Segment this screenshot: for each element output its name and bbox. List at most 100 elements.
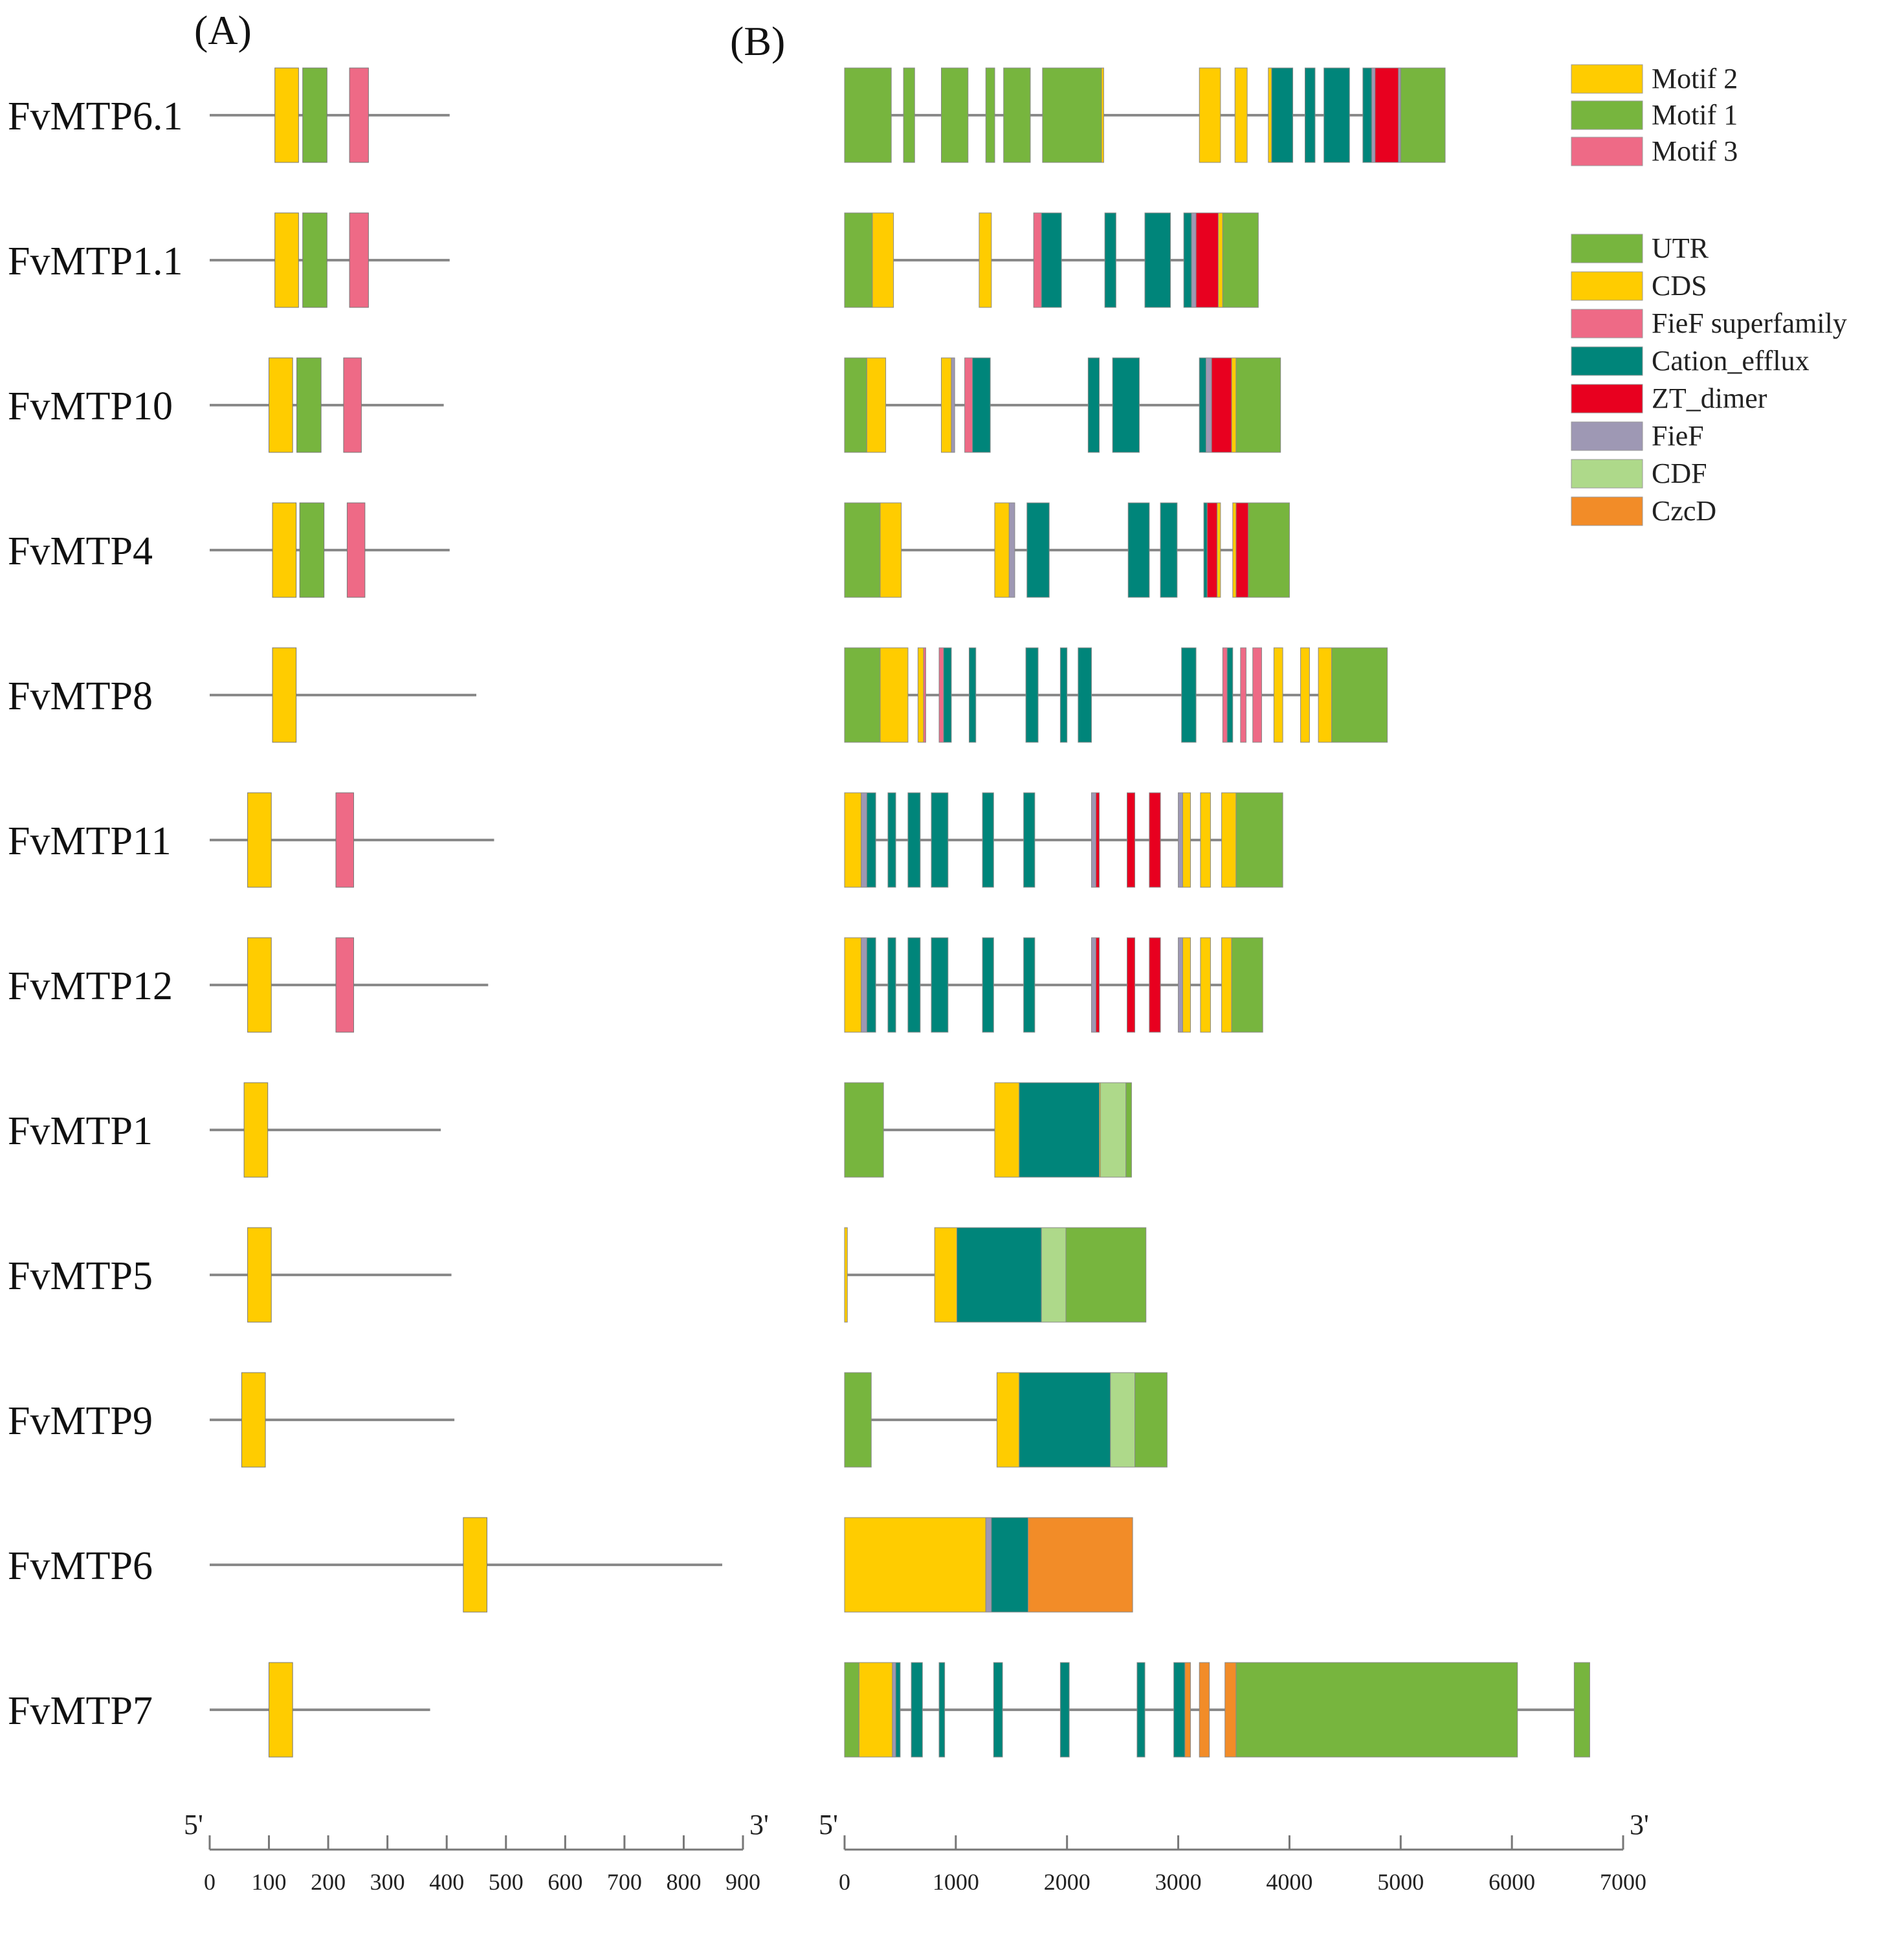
feature-cds (1273, 647, 1283, 743)
gene-row: FvMTP5 (8, 1227, 1147, 1323)
motif-box-motif-2 (274, 67, 299, 163)
feature-cation-efflux (1019, 1372, 1111, 1468)
feature-fief (985, 1517, 992, 1613)
feature-cation-efflux (931, 792, 949, 888)
feature-cation-efflux (1181, 647, 1197, 743)
feature-cation-efflux (931, 937, 949, 1033)
feature-utr (1573, 1662, 1590, 1758)
feature-cation-efflux (1183, 212, 1192, 308)
motif-box-motif-2 (241, 1372, 266, 1468)
feature-cation-efflux (982, 792, 994, 888)
axis-tick-label: 0 (204, 1869, 216, 1895)
feature-cation-efflux (907, 937, 921, 1033)
feature-utr (844, 212, 873, 308)
feature-czcd (1199, 1662, 1210, 1758)
feature-cation-efflux (972, 357, 991, 453)
feature-fief-superfamily (923, 647, 926, 743)
motif-box-motif-2 (463, 1517, 487, 1613)
feature-utr (985, 67, 995, 163)
motif-box-motif-2 (243, 1082, 269, 1178)
feature-zt-dimer (1095, 937, 1100, 1033)
motif-box-motif-3 (346, 502, 366, 598)
gene-row: FvMTP11 (8, 792, 1283, 888)
legend-item: Motif 2 (1571, 63, 1738, 94)
motif-box-motif-1 (302, 212, 327, 308)
legend-swatch (1571, 64, 1643, 94)
feature-cds (1221, 792, 1237, 888)
feature-cation-efflux (887, 792, 896, 888)
feature-zt-dimer (1127, 792, 1136, 888)
gene-name: FvMTP1.1 (8, 239, 183, 283)
feature-zt-dimer (1211, 357, 1232, 453)
axis-start-label: 5' (819, 1809, 838, 1841)
motif-box-motif-1 (296, 357, 322, 453)
panel-a-label: (A) (194, 7, 252, 53)
feature-cds (844, 792, 862, 888)
motif-box-motif-2 (269, 1662, 293, 1758)
feature-fief (1191, 212, 1197, 308)
feature-cation-efflux (1226, 647, 1234, 743)
legend-swatch (1571, 346, 1643, 376)
gene-row: FvMTP6.1 (8, 67, 1446, 163)
feature-cds (979, 212, 992, 308)
feature-cation-efflux (1323, 67, 1350, 163)
feature-cation-efflux (1271, 67, 1294, 163)
legend-swatch (1571, 137, 1643, 166)
feature-czcd (1224, 1662, 1237, 1758)
feature-fief-superfamily (1033, 212, 1042, 308)
feature-utr (1125, 1082, 1132, 1178)
feature-cds (1232, 502, 1237, 598)
feature-utr (844, 647, 881, 743)
feature-cation-efflux (1078, 647, 1092, 743)
feature-zt-dimer (1095, 792, 1100, 888)
legend-item: FieF superfamily (1571, 307, 1847, 339)
axis-tick-label: 300 (370, 1869, 405, 1895)
gene-row: FvMTP12 (8, 937, 1263, 1033)
feature-fief (1398, 67, 1401, 163)
gene-row: FvMTP4 (8, 502, 1290, 598)
feature-cds (866, 357, 887, 453)
axis-tick-label: 600 (548, 1869, 582, 1895)
feature-zt-dimer (1149, 792, 1161, 888)
axis-tick-label: 4000 (1266, 1869, 1312, 1895)
feature-utr (1231, 937, 1263, 1033)
feature-cds (844, 937, 862, 1033)
gene-row: FvMTP8 (8, 647, 1388, 743)
feature-utr (1222, 212, 1259, 308)
feature-cation-efflux (1160, 502, 1178, 598)
feature-czcd (1184, 1662, 1191, 1758)
feature-cation-efflux (1023, 937, 1035, 1033)
motif-box-motif-1 (299, 502, 325, 598)
feature-cds (1221, 937, 1232, 1033)
gene-name: FvMTP6 (8, 1544, 153, 1588)
legend: Motif 2 Motif 1 Motif 3 UTR CDS FieF superfam… (1571, 63, 1847, 527)
legend-label: UTR (1652, 232, 1709, 264)
feature-cation-efflux (1023, 792, 1035, 888)
legend-swatch (1571, 271, 1643, 301)
axis-end-label: 3' (749, 1809, 769, 1841)
legend-item: CzcD (1571, 495, 1716, 527)
feature-utr (1235, 792, 1283, 888)
feature-cation-efflux (1127, 502, 1150, 598)
legend-item: ZT_dimer (1571, 382, 1767, 414)
feature-cds (1231, 357, 1237, 453)
axis-end-label: 3' (1630, 1809, 1649, 1841)
feature-utr (1135, 1372, 1168, 1468)
axis-tick-label: 6000 (1489, 1869, 1535, 1895)
gene-name: FvMTP9 (8, 1399, 153, 1443)
feature-utr (844, 67, 892, 163)
axis-tick-label: 1000 (933, 1869, 979, 1895)
feature-cds (1182, 792, 1191, 888)
gene-row: FvMTP9 (8, 1372, 1168, 1468)
legend-label: Motif 1 (1652, 99, 1738, 131)
motif-box-motif-3 (349, 67, 369, 163)
feature-cds (917, 647, 924, 743)
feature-cds (1200, 792, 1211, 888)
feature-cds (1217, 502, 1221, 598)
motif-box-motif-3 (335, 937, 354, 1033)
gene-name: FvMTP1 (8, 1109, 153, 1153)
feature-fief (892, 1662, 896, 1758)
feature-utr (1042, 67, 1102, 163)
feature-fief (861, 937, 867, 1033)
motif-box-motif-2 (269, 357, 293, 453)
